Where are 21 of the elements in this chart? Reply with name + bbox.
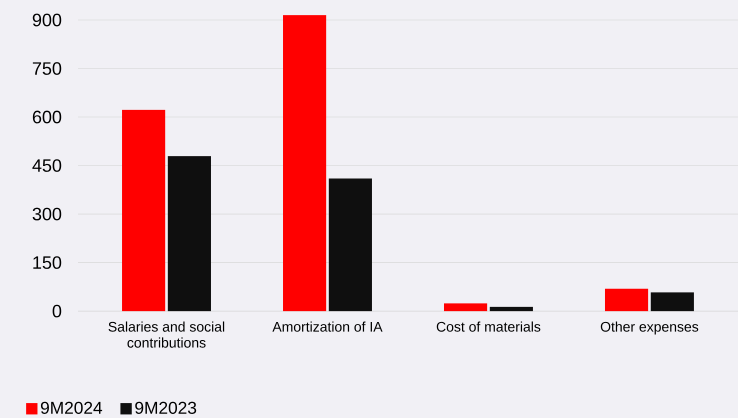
bar [328,178,372,311]
bar [490,306,533,311]
y-tick-label: 600 [32,110,62,124]
bar [604,288,648,311]
bar [168,156,211,311]
y-tick-label: 450 [32,159,62,172]
y-tick-label: 900 [32,14,62,26]
x-tick-label: Other expenses [600,321,698,334]
x-tick-label: Cost of materials [436,321,540,332]
y-tick-label: 150 [33,256,62,269]
y-tick-label: 750 [32,62,62,75]
bar [650,292,694,311]
y-tick-label: 0 [52,304,62,318]
legend-label: 9M2024 [40,402,102,414]
bar [122,110,166,311]
bar [444,303,488,311]
x-tick-label: Salaries and social contributions [108,321,224,348]
legend-label: 9M2023 [135,402,196,414]
bar [283,15,326,311]
x-tick-label: Amortization of IA [272,321,383,332]
y-tick-label: 300 [32,208,62,220]
